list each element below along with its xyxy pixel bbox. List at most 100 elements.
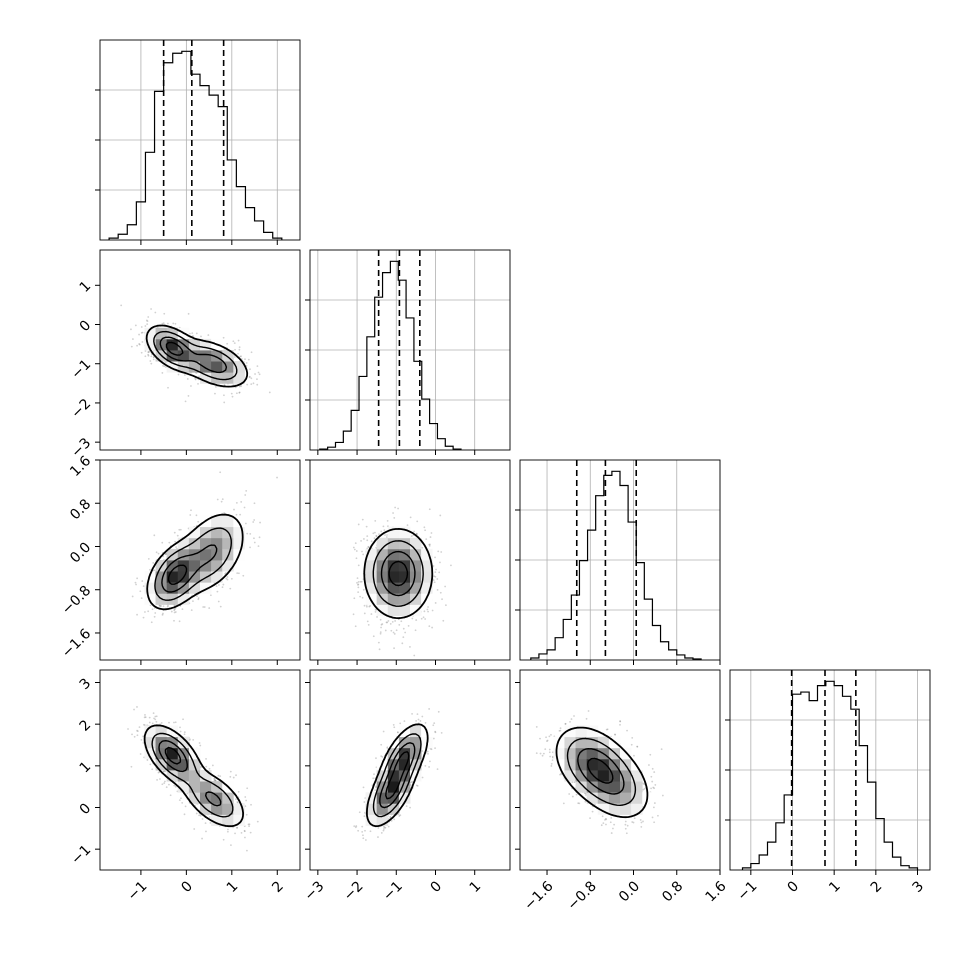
scatter-point: [254, 373, 256, 375]
scatter-point: [382, 525, 385, 528]
scatter-point: [252, 521, 255, 523]
scatter-point: [184, 805, 187, 808]
scatter-point: [397, 507, 399, 510]
panel-content: [120, 304, 271, 404]
scatter-panel-1-3: [305, 669, 511, 875]
scatter-point: [187, 312, 190, 315]
scatter-point: [173, 619, 175, 622]
scatter-point: [404, 631, 407, 634]
scatter-point: [219, 605, 222, 608]
scatter-point: [174, 322, 177, 325]
scatter-point: [153, 615, 156, 618]
scatter-point: [428, 625, 431, 628]
density-bin: [365, 571, 378, 583]
scatter-point: [361, 596, 364, 599]
density-bin: [398, 582, 411, 594]
scatter-point: [152, 712, 155, 715]
scatter-point: [244, 494, 247, 496]
scatter-point: [156, 779, 158, 781]
scatter-point: [223, 394, 225, 397]
scatter-point: [179, 528, 182, 531]
scatter-point: [425, 538, 428, 541]
scatter-point: [357, 564, 360, 567]
scatter-point: [235, 774, 237, 777]
density-bin: [188, 582, 201, 594]
scatter-point: [165, 553, 168, 556]
scatter-point: [165, 366, 167, 368]
density-bin: [387, 571, 400, 583]
scatter-point: [172, 322, 175, 325]
scatter-point: [198, 375, 200, 378]
scatter-point: [374, 519, 377, 522]
scatter-point: [392, 512, 394, 514]
scatter-point: [390, 629, 393, 632]
density-bin: [421, 560, 433, 572]
scatter-point: [190, 509, 192, 512]
scatter-point: [374, 789, 377, 792]
scatter-point: [144, 355, 147, 358]
contour-level-1: [153, 330, 238, 381]
density-bin: [200, 792, 212, 804]
scatter-point: [191, 332, 194, 335]
contour-level-3: [167, 564, 188, 585]
scatter-point: [420, 617, 423, 620]
density-bin: [211, 515, 223, 528]
scatter-point: [356, 581, 358, 584]
scatter-point: [131, 733, 133, 736]
scatter-point: [232, 340, 235, 343]
scatter-point: [230, 392, 233, 395]
scatter-point: [209, 594, 212, 597]
scatter-point: [225, 572, 227, 574]
scatter-point: [407, 624, 410, 627]
density-bin: [200, 350, 212, 362]
scatter-point: [150, 621, 153, 624]
scatter-point: [141, 331, 144, 334]
scatter-point: [374, 531, 376, 534]
scatter-point: [216, 498, 219, 501]
scatter-point: [399, 814, 402, 817]
scatter-point: [147, 316, 150, 318]
scatter-point: [357, 586, 360, 589]
scatter-point: [152, 356, 155, 358]
density-bin: [410, 571, 422, 583]
scatter-point: [230, 577, 233, 580]
scatter-point: [144, 350, 147, 352]
scatter-point: [352, 546, 355, 549]
scatter-point: [421, 546, 424, 549]
scatter-point: [152, 562, 155, 564]
density-bin: [200, 372, 212, 384]
scatter-point: [429, 543, 431, 546]
scatter-point: [234, 832, 236, 835]
scatter-point: [245, 362, 248, 364]
histogram-steps-0: [108, 50, 283, 240]
scatter-point: [147, 351, 150, 354]
scatter-point: [229, 587, 232, 590]
scatter-point: [393, 633, 396, 635]
panel-frame: [729, 669, 931, 871]
scatter-point: [377, 641, 380, 644]
scatter-point: [140, 326, 143, 328]
scatter-point: [155, 551, 158, 554]
scatter-point: [186, 792, 189, 795]
scatter-point: [415, 619, 418, 621]
scatter-point: [223, 512, 226, 514]
density-bin: [166, 571, 179, 583]
scatter-point: [381, 623, 384, 625]
density-bin: [211, 537, 223, 550]
scatter-point: [136, 577, 139, 580]
scatter-point: [225, 577, 228, 580]
density-bin: [200, 548, 212, 561]
density-bin: [177, 537, 190, 550]
density-bin: [200, 582, 212, 594]
density-bin: [177, 781, 190, 793]
density-bin: [144, 338, 156, 351]
scatter-point: [179, 726, 181, 729]
scatter-point: [178, 799, 181, 802]
scatter-point: [365, 605, 368, 608]
scatter-point: [362, 786, 365, 789]
scatter-point: [276, 476, 278, 479]
scatter-point: [194, 377, 197, 380]
scatter-point: [246, 787, 249, 790]
scatter-panel-0-3: [95, 669, 301, 875]
density-bin: [200, 361, 212, 373]
